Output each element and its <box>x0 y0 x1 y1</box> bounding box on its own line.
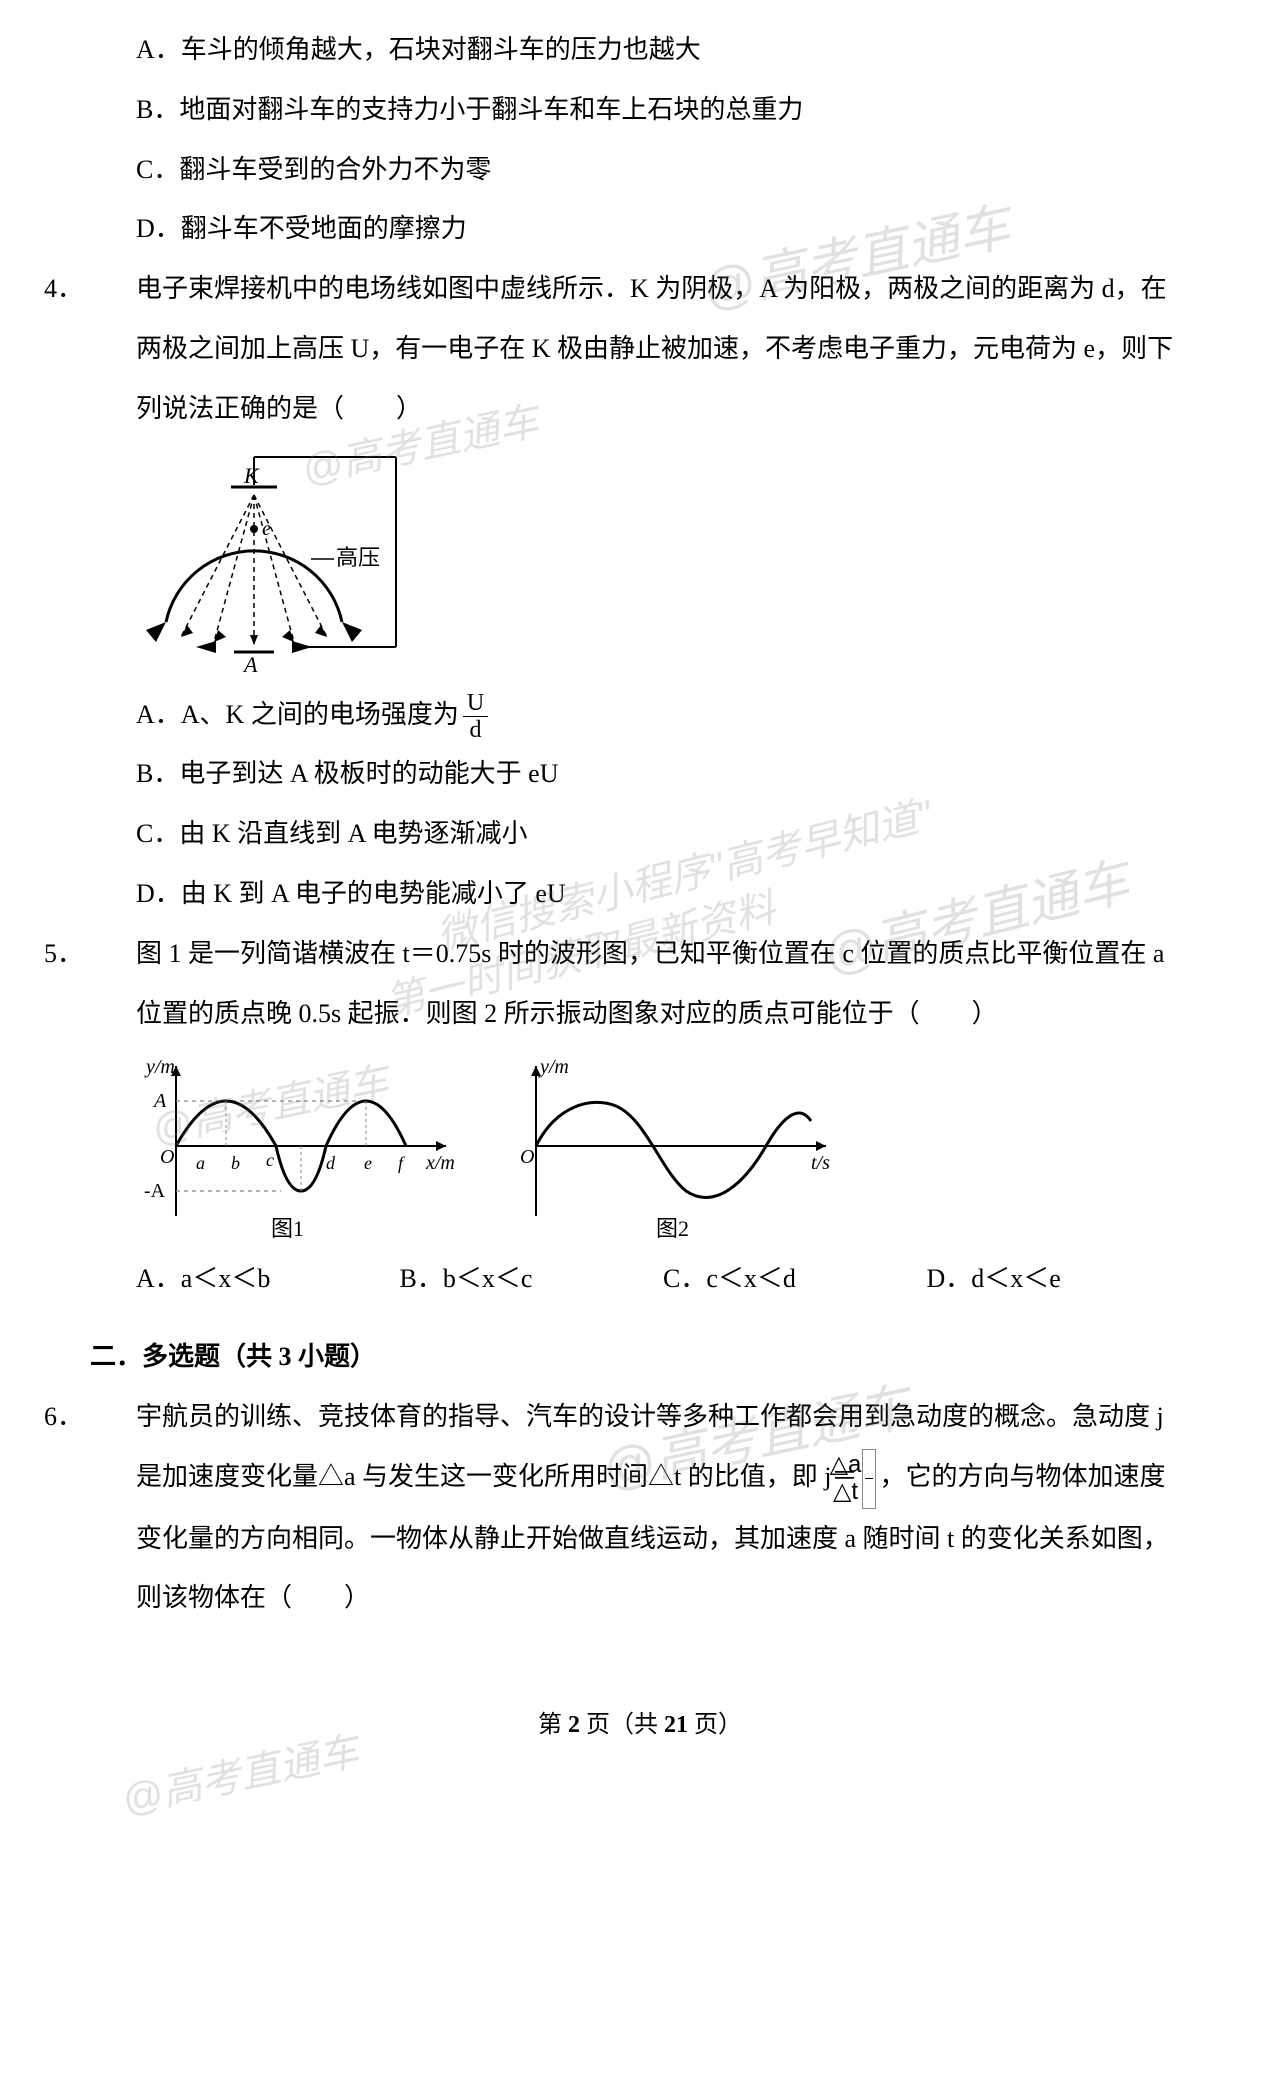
q5-option-c: C．c＜x＜d <box>663 1249 927 1309</box>
q4-option-c: C．由 K 沿直线到 A 电势逐渐减小 <box>90 804 1190 864</box>
q5-fig1: y/m x/m O A -A a b c d e f 图1 <box>136 1051 466 1241</box>
svg-text:O: O <box>520 1146 534 1168</box>
svg-text:-A: -A <box>144 1180 166 1202</box>
label-e: e <box>262 518 271 540</box>
svg-text:d: d <box>326 1153 336 1173</box>
fraction-u-d: Ud <box>463 690 488 744</box>
q4-option-a: A．A、K 之间的电场强度为Ud <box>90 685 1190 745</box>
svg-text:O: O <box>160 1146 174 1168</box>
q3-option-c: C．翻斗车受到的合外力不为零 <box>90 140 1190 200</box>
page-footer: 第 2 页（共 21 页） <box>90 1698 1190 1753</box>
q4-option-b: B．电子到达 A 极板时的动能大于 eU <box>90 744 1190 804</box>
q4-stem-text: 电子束焊接机中的电场线如图中虚线所示．K 为阴极，A 为阳极，两极之间的距离为 … <box>136 274 1173 423</box>
q5-stem-text: 图 1 是一列简谐横波在 t＝0.75s 时的波形图，已知平衡位置在 c 位置的… <box>136 939 1164 1028</box>
svg-text:f: f <box>398 1153 406 1173</box>
svg-text:b: b <box>231 1153 240 1173</box>
section-2-heading: 二．多选题（共 3 小题） <box>90 1327 1190 1387</box>
fig1-caption: 图1 <box>271 1216 304 1241</box>
q5-option-b: B．b＜x＜c <box>400 1249 664 1309</box>
svg-text:c: c <box>266 1150 274 1170</box>
label-k: K <box>243 463 260 488</box>
q4-stem: 4．电子束焊接机中的电场线如图中虚线所示．K 为阴极，A 为阳极，两极之间的距离… <box>90 259 1190 438</box>
fraction-delta-a-t: △a△t <box>862 1449 876 1509</box>
svg-text:t/s: t/s <box>811 1152 830 1174</box>
svg-text:y/m: y/m <box>144 1056 175 1078</box>
label-a: A <box>242 652 258 677</box>
svg-text:x/m: x/m <box>425 1152 455 1174</box>
svg-text:a: a <box>196 1153 205 1173</box>
q5-option-d: D．d＜x＜e <box>927 1249 1191 1309</box>
svg-text:y/m: y/m <box>538 1056 569 1078</box>
q5-stem: 5．图 1 是一列简谐横波在 t＝0.75s 时的波形图，已知平衡位置在 c 位… <box>90 924 1190 1044</box>
q4-optA-text: A．A、K 之间的电场强度为 <box>136 700 459 729</box>
q5-diagrams: y/m x/m O A -A a b c d e f 图1 y/m t/s O … <box>136 1051 1190 1241</box>
q3-option-b: B．地面对翻斗车的支持力小于翻斗车和车上石块的总重力 <box>90 80 1190 140</box>
q5-options-row: A．a＜x＜b B．b＜x＜c C．c＜x＜d D．d＜x＜e <box>90 1249 1190 1309</box>
q4-number: 4． <box>90 259 136 319</box>
fig2-caption: 图2 <box>656 1216 689 1241</box>
q4-diagram: K e A 高压 <box>136 447 1190 677</box>
q3-option-d: D．翻斗车不受地面的摩擦力 <box>90 199 1190 259</box>
label-hv: 高压 <box>336 545 380 570</box>
svg-text:A: A <box>152 1090 167 1112</box>
q3-option-a: A．车斗的倾角越大，石块对翻斗车的压力也越大 <box>90 20 1190 80</box>
q5-fig2: y/m t/s O 图2 <box>496 1051 846 1241</box>
q5-number: 5． <box>90 924 136 984</box>
q4-option-d: D．由 K 到 A 电子的电势能减小了 eU <box>90 864 1190 924</box>
q5-option-a: A．a＜x＜b <box>136 1249 400 1309</box>
svg-text:e: e <box>364 1153 372 1173</box>
q6-stem: 6．宇航员的训练、竞技体育的指导、汽车的设计等多种工作都会用到急动度的概念。急动… <box>90 1387 1190 1628</box>
q6-number: 6． <box>90 1387 136 1447</box>
